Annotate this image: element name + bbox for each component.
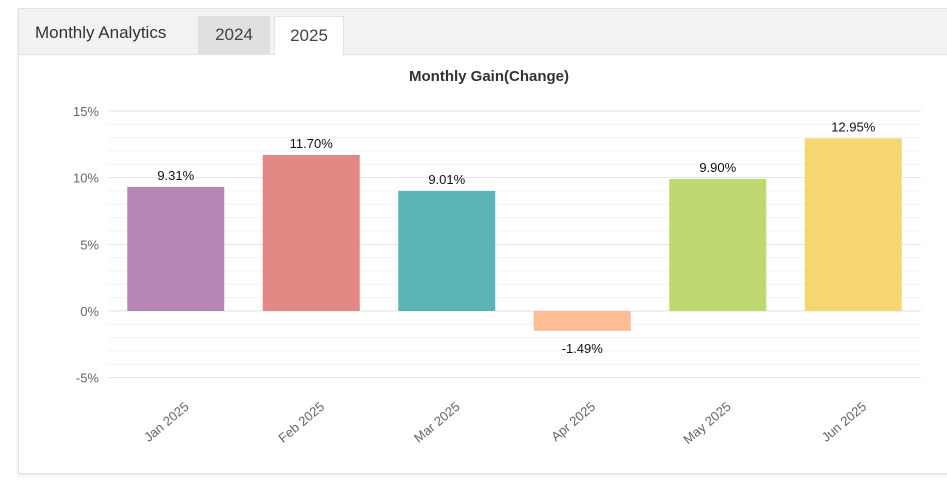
y-tick-label: 0% — [80, 304, 99, 319]
y-tick-label: -5% — [76, 371, 100, 386]
x-tick-label: May 2025 — [680, 399, 733, 447]
bar[interactable] — [669, 179, 767, 311]
y-tick-label: 10% — [73, 171, 99, 186]
data-label: 12.95% — [831, 119, 876, 134]
x-tick-label: Jan 2025 — [141, 399, 192, 445]
x-tick-label: Apr 2025 — [548, 399, 598, 444]
data-label: 9.90% — [699, 160, 736, 175]
chart-bars: 9.31% 11.70% 9.01% -1.49% 9.90% 12.95% — [127, 119, 902, 356]
tab-2025[interactable]: 2025 — [274, 16, 344, 55]
x-tick-label: Feb 2025 — [275, 399, 327, 446]
chart-grid — [108, 110, 921, 379]
data-label: 11.70% — [290, 136, 334, 151]
bar[interactable] — [262, 155, 360, 311]
x-axis: Jan 2025 Feb 2025 Mar 2025 Apr 2025 May 2025… — [141, 399, 869, 447]
x-tick-label: Jun 2025 — [819, 399, 870, 445]
bar[interactable] — [804, 138, 902, 311]
y-tick-label: 15% — [73, 104, 99, 119]
panel-title: Monthly Analytics — [35, 23, 167, 42]
data-label: 9.01% — [428, 172, 465, 187]
bar[interactable] — [533, 311, 631, 331]
chart-title: Monthly Gain(Change) — [409, 68, 569, 85]
data-label: -1.49% — [562, 341, 604, 356]
bar[interactable] — [127, 186, 225, 311]
x-tick-label: Mar 2025 — [411, 399, 463, 446]
y-axis: 15% 10% 5% 0% -5% — [73, 104, 99, 386]
y-tick-label: 5% — [80, 237, 99, 252]
bar[interactable] — [398, 190, 496, 311]
tab-2024[interactable]: 2024 — [198, 16, 270, 54]
data-label: 9.31% — [157, 168, 194, 183]
tab-bar: Monthly Analytics 2024 2025 — [19, 9, 947, 55]
